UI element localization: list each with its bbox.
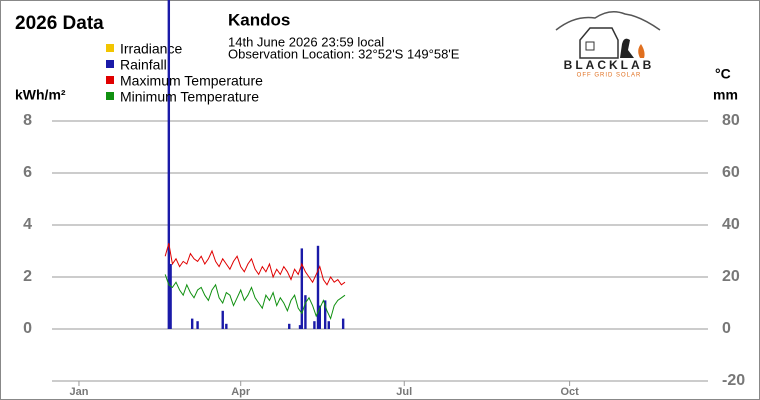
bar bbox=[169, 264, 172, 329]
logo-tagline: OFF GRID SOLAR bbox=[577, 73, 642, 79]
x-tick-label: Jan bbox=[69, 386, 88, 398]
y2-tick-label: -20 bbox=[722, 372, 745, 389]
bar bbox=[327, 321, 330, 329]
y-tick-label: 6 bbox=[23, 164, 32, 181]
bar bbox=[196, 321, 199, 329]
x-tick-label: Jul bbox=[396, 386, 412, 398]
y-tick-label: 0 bbox=[23, 320, 32, 337]
y2-tick-label: 40 bbox=[722, 216, 740, 233]
y2-axis-label: mm bbox=[713, 87, 738, 103]
legend-label: Rainfall bbox=[120, 57, 167, 73]
timestamp: 14th June 2026 23:59 local bbox=[228, 34, 384, 49]
logo-fire bbox=[638, 44, 645, 58]
y-tick-label: 4 bbox=[23, 216, 32, 233]
observation: Observation Location: 32°52'S 149°58'E bbox=[228, 46, 460, 61]
y2-tick-label: 20 bbox=[722, 268, 740, 285]
logo-house bbox=[579, 27, 619, 59]
bar bbox=[190, 318, 194, 329]
logo-window bbox=[585, 41, 595, 51]
logo-hills bbox=[555, 11, 661, 31]
bar bbox=[298, 325, 302, 329]
logo-dog bbox=[620, 38, 634, 58]
chart-title: 2026 Data bbox=[15, 13, 104, 34]
line bbox=[164, 274, 346, 321]
bar bbox=[318, 305, 321, 329]
legend-label: Minimum Temperature bbox=[120, 89, 259, 105]
x-tick-label: Oct bbox=[560, 386, 579, 398]
line bbox=[164, 243, 346, 286]
bar bbox=[304, 295, 307, 329]
logo: BLACKLAB OFF GRID SOLAR bbox=[555, 11, 661, 79]
bar bbox=[316, 245, 320, 329]
bar bbox=[288, 323, 291, 329]
bar bbox=[300, 248, 304, 329]
legend-swatch bbox=[106, 60, 114, 68]
x-tick-label: Apr bbox=[231, 386, 251, 398]
y2-tick-label: 0 bbox=[722, 320, 731, 337]
legend-swatch bbox=[106, 92, 114, 100]
y-axis-label: kWh/m² bbox=[15, 87, 66, 103]
legend-label: Irradiance bbox=[120, 41, 182, 57]
y-tick-label: 2 bbox=[23, 268, 32, 285]
bar bbox=[225, 323, 228, 329]
logo-name: BLACKLAB bbox=[564, 58, 655, 72]
bar bbox=[313, 321, 316, 329]
bar bbox=[323, 300, 327, 329]
y2-axis-label: °C bbox=[715, 66, 731, 82]
y-tick-label: 8 bbox=[23, 112, 32, 129]
y2-tick-label: 80 bbox=[722, 112, 740, 129]
bar bbox=[221, 310, 224, 329]
bar bbox=[341, 318, 345, 329]
y2-tick-label: 60 bbox=[722, 164, 740, 181]
location: Kandos bbox=[228, 10, 290, 29]
bar bbox=[167, 0, 171, 330]
legend-swatch bbox=[106, 44, 114, 52]
legend-label: Maximum Temperature bbox=[120, 73, 263, 89]
legend-swatch bbox=[106, 76, 114, 84]
